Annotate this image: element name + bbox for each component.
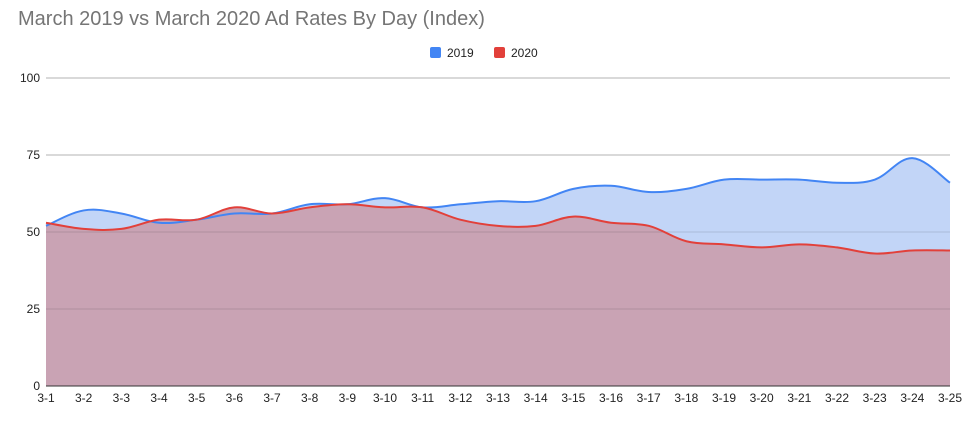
point-2019-3-20 <box>760 178 764 182</box>
chart-title: March 2019 vs March 2020 Ad Rates By Day… <box>18 8 485 30</box>
legend-swatch-2019 <box>430 47 441 58</box>
series-areas <box>46 77 950 386</box>
x-tick-label: 3-10 <box>373 391 397 405</box>
legend-label-2019: 2019 <box>447 46 474 60</box>
legend-label-2020: 2020 <box>511 46 538 60</box>
y-tick-label: 50 <box>27 225 41 239</box>
point-2019-3-13 <box>496 199 500 203</box>
area-series-2020 <box>46 204 950 386</box>
point-2019-3-2 <box>82 208 86 212</box>
point-2019-3-16 <box>609 184 613 188</box>
y-tick-label: 100 <box>20 71 40 85</box>
point-2020-3-23 <box>873 252 877 256</box>
x-tick-label: 3-2 <box>75 391 93 405</box>
point-2019-3-24 <box>910 156 914 160</box>
line-series-2020 <box>45 203 951 255</box>
point-2019-3-14 <box>534 199 538 203</box>
y-tick-label: 25 <box>27 302 41 316</box>
x-tick-label: 3-9 <box>339 391 357 405</box>
axes: 0 25 50 75 100 3-1 3-2 3-3 3-4 3-5 3-6 3-7 3-8 3-9 3-1… <box>20 71 962 405</box>
point-2020-3-21 <box>797 242 801 246</box>
point-2020-3-10 <box>383 205 387 209</box>
x-tick-label: 3-12 <box>448 391 472 405</box>
x-tick-label: 3-17 <box>637 391 661 405</box>
legend-swatch-2020 <box>494 47 505 58</box>
point-2020-3-13 <box>496 224 500 228</box>
point-2020-3-11 <box>421 205 425 209</box>
x-tick-label: 3-1 <box>37 391 55 405</box>
point-2019-3-19 <box>722 178 726 182</box>
point-2019-3-18 <box>684 187 688 191</box>
point-2019-3-10 <box>383 196 387 200</box>
point-2020-3-18 <box>684 239 688 243</box>
point-2020-3-16 <box>609 221 613 225</box>
point-2019-3-15 <box>571 187 575 191</box>
point-2019-3-17 <box>647 190 651 194</box>
series-lines <box>44 156 952 256</box>
point-2019-3-6 <box>232 212 236 216</box>
point-2020-3-8 <box>308 205 312 209</box>
x-tick-label: 3-5 <box>188 391 206 405</box>
x-tick-label: 3-11 <box>411 391 434 405</box>
point-2020-3-3 <box>119 227 123 231</box>
point-2020-3-7 <box>270 212 274 216</box>
point-2019-3-21 <box>797 178 801 182</box>
x-tick-label: 3-7 <box>263 391 281 405</box>
x-tick-label: 3-6 <box>226 391 244 405</box>
point-2020-3-17 <box>647 224 651 228</box>
x-tick-label: 3-15 <box>561 391 585 405</box>
x-tick-label: 3-25 <box>938 391 962 405</box>
x-tick-label: 3-23 <box>863 391 887 405</box>
x-tick-label: 3-24 <box>900 391 924 405</box>
point-2020-3-15 <box>571 215 575 219</box>
x-tick-label: 3-16 <box>599 391 623 405</box>
point-2020-3-5 <box>195 218 199 222</box>
x-tick-label: 3-8 <box>301 391 319 405</box>
x-tick-label: 3-14 <box>524 391 548 405</box>
point-2020-3-14 <box>534 224 538 228</box>
point-2020-3-6 <box>232 205 236 209</box>
point-2020-3-22 <box>835 245 839 249</box>
point-2020-3-12 <box>458 218 462 222</box>
point-2019-3-22 <box>835 181 839 185</box>
point-2020-3-25 <box>948 248 952 252</box>
y-tick-label: 75 <box>27 148 41 162</box>
point-2020-3-20 <box>760 245 764 249</box>
point-2020-3-24 <box>910 248 914 252</box>
point-2019-3-25 <box>948 181 952 185</box>
point-2019-3-23 <box>873 178 877 182</box>
legend: 2019 2020 <box>430 46 538 60</box>
point-2019-3-3 <box>119 212 123 216</box>
point-2020-3-9 <box>345 202 349 206</box>
point-2020-3-4 <box>157 218 161 222</box>
x-tick-label: 3-21 <box>787 391 811 405</box>
x-tick-label: 3-3 <box>113 391 131 405</box>
point-2020-3-19 <box>722 242 726 246</box>
x-tick-label: 3-22 <box>825 391 849 405</box>
point-2019-3-12 <box>458 202 462 206</box>
x-tick-label: 3-13 <box>486 391 510 405</box>
point-2020-3-1 <box>44 221 48 225</box>
x-tick-label: 3-19 <box>712 391 736 405</box>
y-tick-label: 0 <box>33 379 40 393</box>
x-tick-label: 3-4 <box>150 391 168 405</box>
x-tick-label: 3-20 <box>750 391 774 405</box>
x-tick-label: 3-18 <box>674 391 698 405</box>
point-2020-3-2 <box>82 227 86 231</box>
